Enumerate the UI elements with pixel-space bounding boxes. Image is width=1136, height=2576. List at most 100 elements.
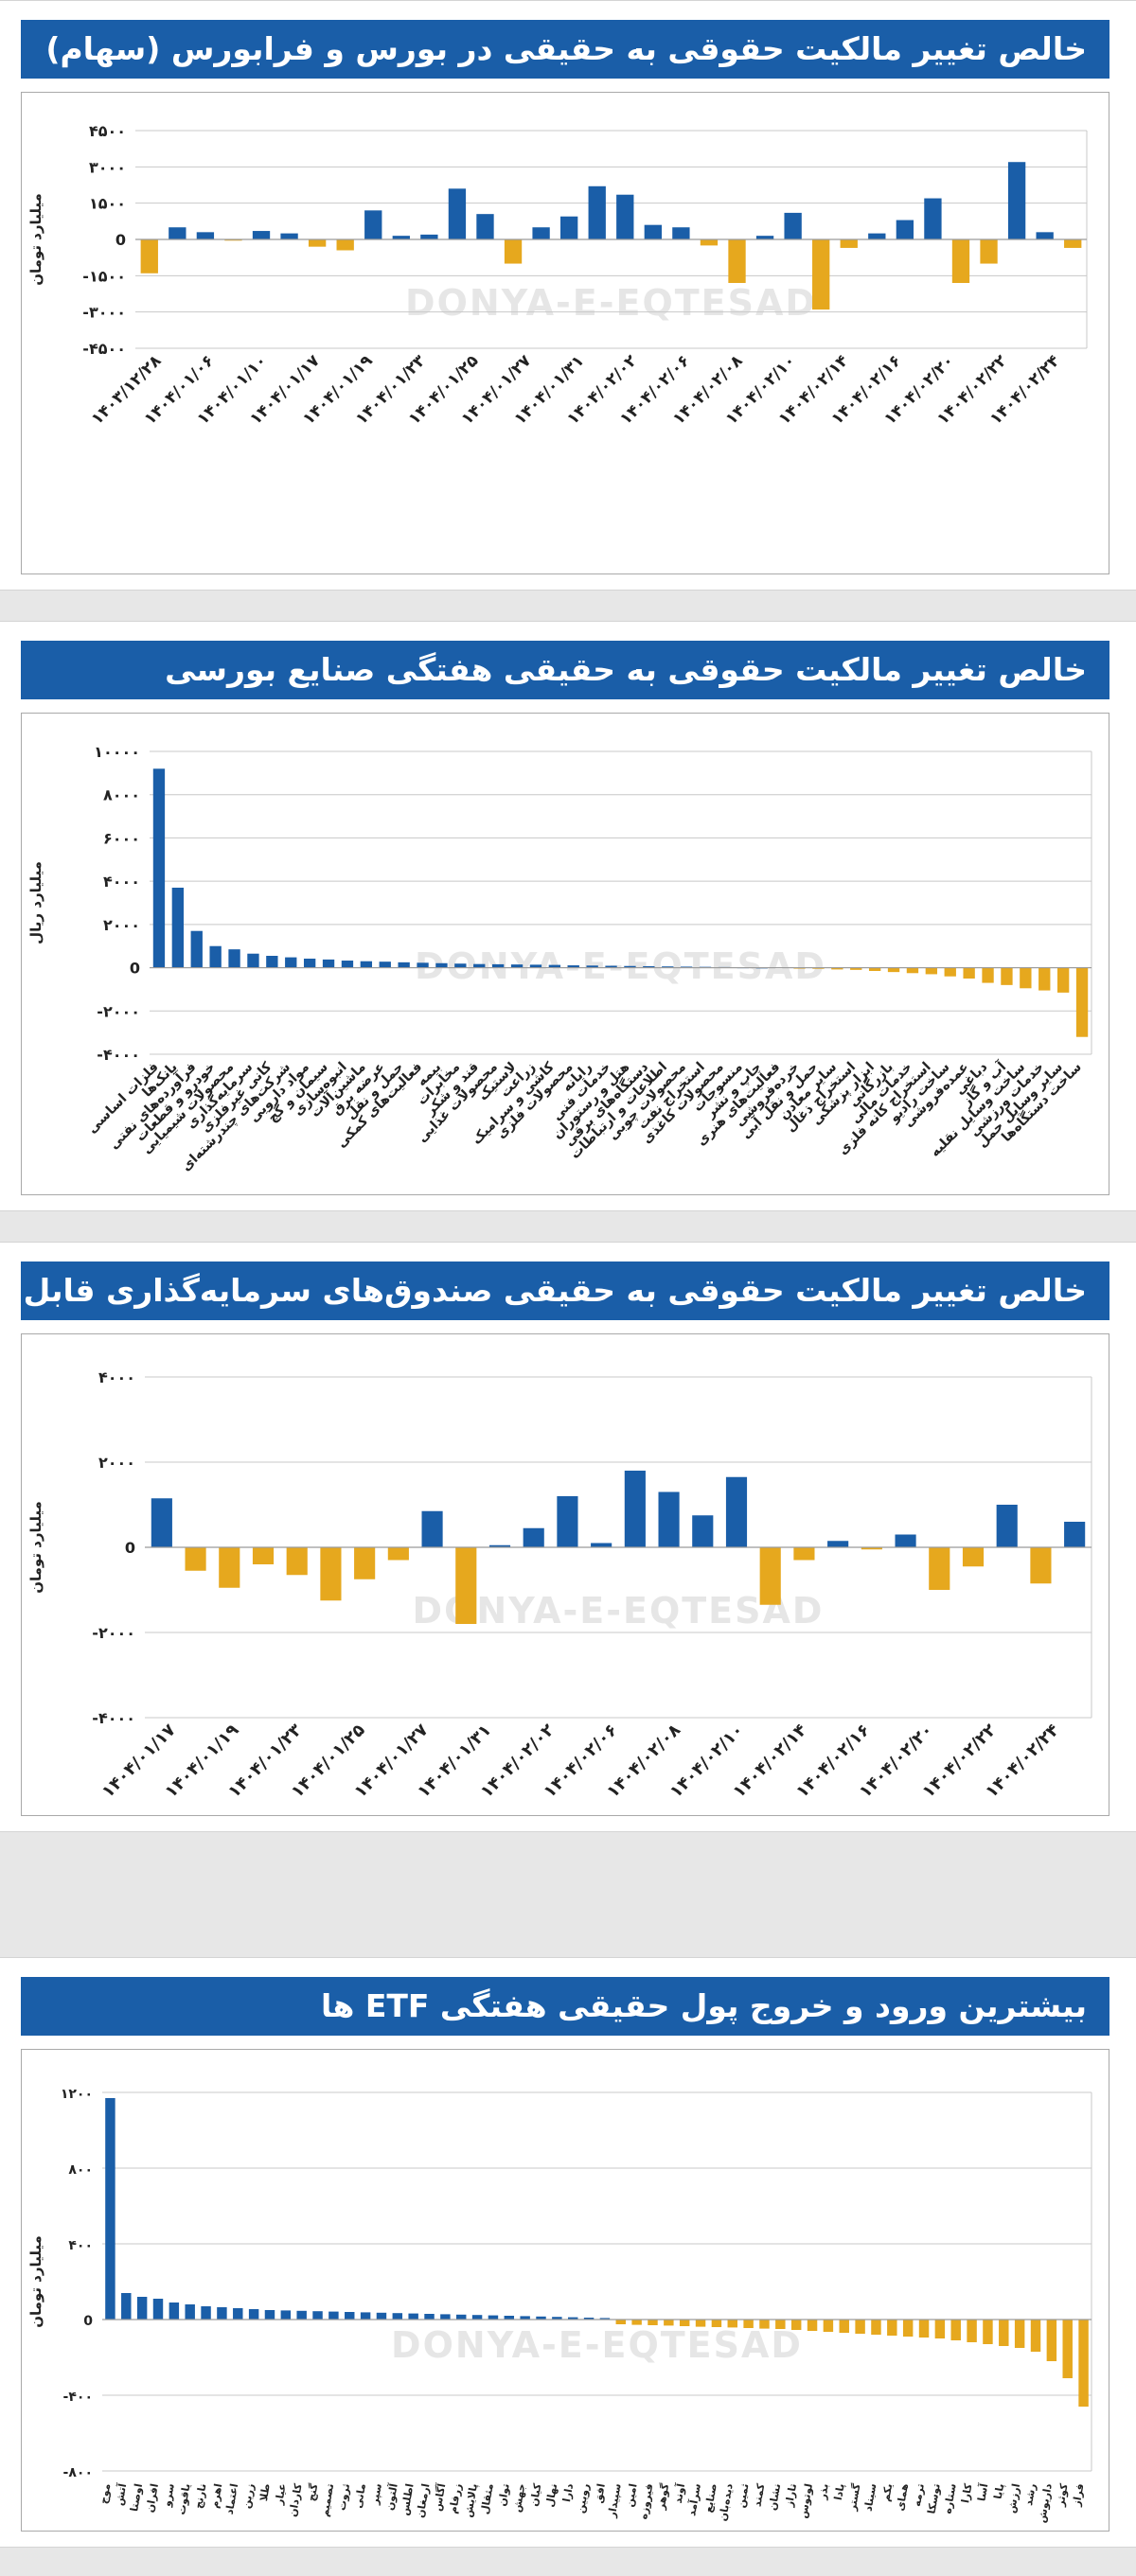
bar	[471, 2315, 483, 2320]
x-tick-label: یکم	[879, 2482, 895, 2502]
bar-chart-2: DONYA-E-EQTESAD۱۰۰۰۰۸۰۰۰۶۰۰۰۴۰۰۰۲۰۰۰0-۲۰…	[27, 743, 1092, 1174]
x-tick-label: گستر	[846, 2482, 863, 2513]
y-tick-label: ۴۰۰۰	[98, 1368, 135, 1386]
bar	[644, 224, 663, 239]
bar	[308, 239, 327, 247]
bar	[616, 194, 634, 239]
bar	[999, 2320, 1009, 2346]
x-tick-label: جهش	[510, 2482, 527, 2514]
bar	[209, 945, 222, 968]
chart-panel-1: خالص تغییر مالکیت حقوقی به حقیقی در بورس…	[0, 0, 1136, 591]
bar	[196, 232, 215, 239]
y-tick-label: -۱۵۰۰	[82, 267, 126, 285]
bar	[345, 2312, 355, 2320]
bar	[341, 961, 354, 968]
y-tick-label: ۲۰۰۰	[98, 1454, 135, 1472]
x-tick-label: تاراز	[783, 2482, 799, 2509]
bar	[320, 1547, 342, 1601]
y-tick-label: -۴۰۰	[63, 2390, 93, 2405]
x-tick-label: مثقال	[478, 2482, 496, 2515]
bar	[136, 2297, 148, 2320]
bar	[951, 239, 970, 283]
bar	[455, 1547, 477, 1624]
bar	[980, 239, 998, 264]
x-tick-label: لوتوس	[797, 2482, 815, 2519]
x-tick-label: اهرم	[208, 2482, 224, 2509]
y-tick-label: 0	[125, 1539, 135, 1557]
bar	[557, 1496, 578, 1547]
x-tick-label: آلتون	[382, 2482, 400, 2512]
bar	[140, 239, 158, 273]
x-tick-label: صنایع	[702, 2482, 719, 2514]
x-tick-label: پالایش	[462, 2482, 480, 2518]
x-tick-label: افران	[144, 2482, 161, 2514]
x-tick-label: زرفام	[447, 2482, 464, 2514]
bar	[983, 2320, 993, 2344]
bar	[285, 957, 297, 968]
bar	[201, 2306, 211, 2320]
bar	[586, 965, 598, 968]
bar	[387, 1547, 409, 1561]
x-tick-label: ارمغان	[414, 2482, 432, 2518]
x-tick-label: کوثر	[1054, 2482, 1070, 2509]
bar	[1007, 162, 1026, 239]
x-tick-label: ارزش	[1005, 2482, 1022, 2514]
x-tick-label: کاردان	[287, 2482, 305, 2518]
y-tick-label: ۳۰۰۰	[89, 158, 126, 176]
bar	[408, 2313, 418, 2320]
bar	[934, 2320, 946, 2338]
x-tick-label: دیده‌بان	[717, 2482, 736, 2522]
x-tick-label: توان	[496, 2482, 512, 2507]
bar	[695, 2320, 706, 2327]
bar	[328, 2311, 339, 2320]
y-tick-label: 0	[115, 231, 126, 249]
x-tick-label: اطلس	[399, 2482, 417, 2516]
bar	[392, 2313, 403, 2320]
bar	[790, 2320, 802, 2330]
bar	[759, 1547, 781, 1605]
bar	[392, 236, 410, 239]
x-tick-label: کارا	[959, 2482, 974, 2504]
bar	[417, 962, 429, 968]
bar	[303, 958, 316, 968]
y-tick-label: ۱۰۰۰۰	[94, 743, 140, 761]
chart-area-1: DONYA-E-EQTESAD ۴۵۰۰ ۳۰۰۰ ۱۵۰۰ 0 -۱۵۰۰ -۳۰۰۰ -۴…	[21, 92, 1109, 574]
bar	[591, 1543, 612, 1547]
bar	[831, 967, 843, 970]
bar	[190, 930, 203, 968]
x-tick-label: اوصتا	[128, 2482, 145, 2513]
bar	[266, 956, 278, 968]
y-tick-label: ۴۰۰۰	[103, 873, 140, 891]
y-axis-label: میلیارد ریال	[27, 861, 44, 944]
bar	[643, 965, 655, 968]
x-tick-label: پایا	[992, 2482, 1007, 2500]
bar	[105, 2098, 115, 2320]
x-tick-label: افق	[592, 2482, 607, 2504]
bar	[504, 239, 523, 264]
bar	[488, 1544, 511, 1547]
bar	[1064, 1522, 1086, 1547]
bar	[967, 2320, 977, 2342]
bar	[664, 2320, 674, 2326]
bar	[918, 2320, 930, 2338]
x-tick-label: اعتماد	[223, 2482, 241, 2515]
bar	[567, 965, 579, 968]
bar	[887, 967, 900, 973]
bar	[1064, 239, 1082, 248]
bar	[1030, 2320, 1041, 2352]
x-tick-label: سیناد	[861, 2482, 879, 2512]
bar	[247, 953, 259, 968]
bar	[151, 1498, 172, 1547]
bar	[217, 2307, 227, 2320]
bar	[906, 967, 919, 974]
bar	[1046, 2320, 1057, 2361]
bar	[775, 2320, 786, 2329]
bar	[925, 967, 938, 975]
chart-area-4: DONYA-E-EQTESAD ۱۲۰۰ ۸۰۰ ۴۰۰ 0 -۴۰۰ -۸۰۰ میلیار…	[21, 2049, 1109, 2532]
y-tick-label: -۴۰۰۰	[97, 1046, 140, 1064]
y-tick-label: -۳۰۰۰	[82, 304, 126, 322]
bar	[1014, 2320, 1025, 2348]
y-tick-label: ۴۰۰	[68, 2238, 93, 2253]
x-tick-label: توسکا	[925, 2482, 942, 2514]
bar	[336, 239, 354, 251]
